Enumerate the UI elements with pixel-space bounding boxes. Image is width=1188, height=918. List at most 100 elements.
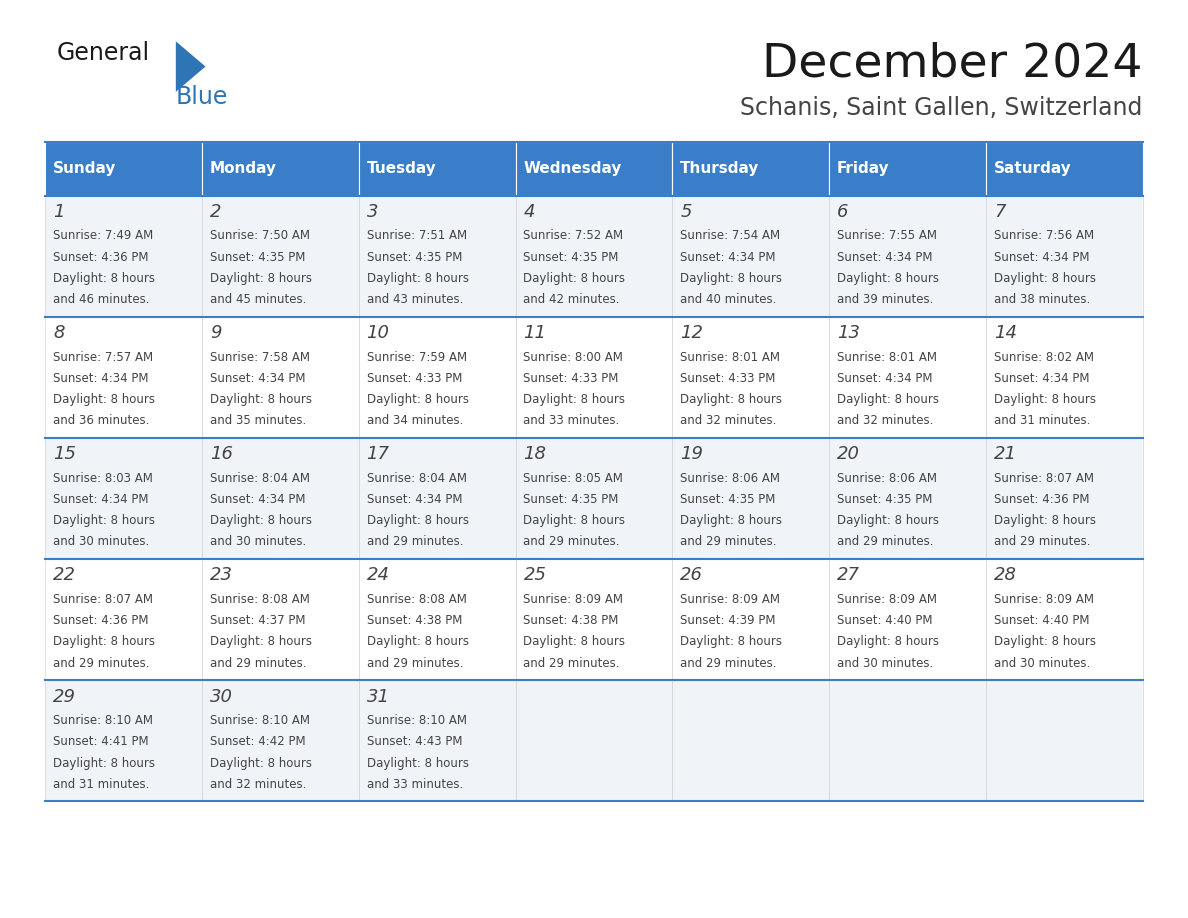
Text: 31: 31	[367, 688, 390, 706]
FancyBboxPatch shape	[829, 559, 986, 680]
Text: Sunset: 4:36 PM: Sunset: 4:36 PM	[53, 251, 148, 263]
FancyBboxPatch shape	[359, 196, 516, 317]
FancyBboxPatch shape	[672, 142, 829, 196]
Text: Daylight: 8 hours: Daylight: 8 hours	[524, 272, 625, 285]
Text: Daylight: 8 hours: Daylight: 8 hours	[994, 393, 1095, 406]
Text: Sunrise: 8:08 AM: Sunrise: 8:08 AM	[367, 593, 467, 606]
FancyBboxPatch shape	[829, 438, 986, 559]
FancyBboxPatch shape	[672, 196, 829, 317]
Text: Daylight: 8 hours: Daylight: 8 hours	[210, 756, 311, 769]
Text: Daylight: 8 hours: Daylight: 8 hours	[838, 635, 939, 648]
Text: and 32 minutes.: and 32 minutes.	[210, 778, 307, 790]
Text: Daylight: 8 hours: Daylight: 8 hours	[53, 514, 154, 527]
Text: 21: 21	[994, 445, 1017, 464]
FancyBboxPatch shape	[359, 317, 516, 438]
FancyBboxPatch shape	[829, 142, 986, 196]
FancyBboxPatch shape	[516, 317, 672, 438]
FancyBboxPatch shape	[359, 438, 516, 559]
Text: Sunrise: 8:07 AM: Sunrise: 8:07 AM	[994, 472, 1094, 485]
Text: 17: 17	[367, 445, 390, 464]
FancyBboxPatch shape	[202, 142, 359, 196]
Text: and 29 minutes.: and 29 minutes.	[53, 656, 150, 669]
Text: 9: 9	[210, 324, 221, 342]
Text: and 30 minutes.: and 30 minutes.	[210, 535, 307, 548]
Text: Daylight: 8 hours: Daylight: 8 hours	[53, 756, 154, 769]
Text: Sunrise: 7:51 AM: Sunrise: 7:51 AM	[367, 230, 467, 242]
Text: Sunday: Sunday	[53, 162, 116, 176]
FancyBboxPatch shape	[45, 317, 202, 438]
FancyBboxPatch shape	[516, 142, 672, 196]
FancyBboxPatch shape	[829, 680, 986, 801]
Text: General: General	[57, 41, 150, 65]
Text: Daylight: 8 hours: Daylight: 8 hours	[994, 272, 1095, 285]
FancyBboxPatch shape	[45, 559, 202, 680]
Text: 3: 3	[367, 203, 378, 221]
Text: Sunset: 4:34 PM: Sunset: 4:34 PM	[210, 372, 305, 385]
Text: and 31 minutes.: and 31 minutes.	[53, 778, 150, 790]
Text: Saturday: Saturday	[994, 162, 1072, 176]
Text: Daylight: 8 hours: Daylight: 8 hours	[367, 514, 468, 527]
Text: Sunrise: 8:06 AM: Sunrise: 8:06 AM	[838, 472, 937, 485]
Text: and 34 minutes.: and 34 minutes.	[367, 414, 463, 427]
Text: 29: 29	[53, 688, 76, 706]
Text: 26: 26	[681, 566, 703, 585]
Text: Sunrise: 8:09 AM: Sunrise: 8:09 AM	[994, 593, 1094, 606]
Text: 4: 4	[524, 203, 535, 221]
Text: Sunrise: 8:04 AM: Sunrise: 8:04 AM	[210, 472, 310, 485]
Text: 11: 11	[524, 324, 546, 342]
Text: Sunset: 4:34 PM: Sunset: 4:34 PM	[994, 251, 1089, 263]
Text: Sunrise: 8:05 AM: Sunrise: 8:05 AM	[524, 472, 624, 485]
Text: Sunset: 4:38 PM: Sunset: 4:38 PM	[524, 614, 619, 627]
FancyBboxPatch shape	[45, 196, 202, 317]
Text: Sunset: 4:34 PM: Sunset: 4:34 PM	[210, 493, 305, 506]
FancyBboxPatch shape	[202, 438, 359, 559]
Text: Sunset: 4:40 PM: Sunset: 4:40 PM	[838, 614, 933, 627]
Text: and 39 minutes.: and 39 minutes.	[838, 293, 934, 306]
Text: Sunrise: 8:04 AM: Sunrise: 8:04 AM	[367, 472, 467, 485]
Text: and 29 minutes.: and 29 minutes.	[367, 656, 463, 669]
Text: Sunrise: 8:10 AM: Sunrise: 8:10 AM	[367, 714, 467, 727]
Text: Sunrise: 8:03 AM: Sunrise: 8:03 AM	[53, 472, 153, 485]
Text: Sunset: 4:33 PM: Sunset: 4:33 PM	[681, 372, 776, 385]
Text: Sunrise: 7:54 AM: Sunrise: 7:54 AM	[681, 230, 781, 242]
Text: Sunrise: 7:50 AM: Sunrise: 7:50 AM	[210, 230, 310, 242]
Text: Friday: Friday	[838, 162, 890, 176]
Text: Sunrise: 8:02 AM: Sunrise: 8:02 AM	[994, 351, 1094, 364]
Text: 13: 13	[838, 324, 860, 342]
Text: and 42 minutes.: and 42 minutes.	[524, 293, 620, 306]
Text: and 32 minutes.: and 32 minutes.	[838, 414, 934, 427]
Text: Daylight: 8 hours: Daylight: 8 hours	[210, 393, 311, 406]
Text: Sunset: 4:39 PM: Sunset: 4:39 PM	[681, 614, 776, 627]
Text: 12: 12	[681, 324, 703, 342]
FancyBboxPatch shape	[202, 559, 359, 680]
FancyBboxPatch shape	[672, 317, 829, 438]
Text: Daylight: 8 hours: Daylight: 8 hours	[681, 635, 782, 648]
Text: 27: 27	[838, 566, 860, 585]
Text: Blue: Blue	[176, 85, 228, 109]
Text: and 29 minutes.: and 29 minutes.	[210, 656, 307, 669]
Text: Sunrise: 8:09 AM: Sunrise: 8:09 AM	[524, 593, 624, 606]
Text: Sunset: 4:34 PM: Sunset: 4:34 PM	[838, 372, 933, 385]
Text: 23: 23	[210, 566, 233, 585]
Text: and 29 minutes.: and 29 minutes.	[367, 535, 463, 548]
Text: 15: 15	[53, 445, 76, 464]
FancyBboxPatch shape	[45, 438, 202, 559]
Text: Daylight: 8 hours: Daylight: 8 hours	[367, 635, 468, 648]
Text: Sunset: 4:34 PM: Sunset: 4:34 PM	[838, 251, 933, 263]
FancyBboxPatch shape	[516, 438, 672, 559]
Text: Daylight: 8 hours: Daylight: 8 hours	[210, 272, 311, 285]
Text: 19: 19	[681, 445, 703, 464]
Text: Sunrise: 8:09 AM: Sunrise: 8:09 AM	[681, 593, 781, 606]
Text: Sunrise: 8:08 AM: Sunrise: 8:08 AM	[210, 593, 310, 606]
Text: 8: 8	[53, 324, 64, 342]
Text: and 29 minutes.: and 29 minutes.	[681, 656, 777, 669]
Text: Daylight: 8 hours: Daylight: 8 hours	[838, 393, 939, 406]
Text: Sunrise: 7:58 AM: Sunrise: 7:58 AM	[210, 351, 310, 364]
Text: 20: 20	[838, 445, 860, 464]
Text: 5: 5	[681, 203, 691, 221]
Text: Daylight: 8 hours: Daylight: 8 hours	[838, 272, 939, 285]
Text: and 30 minutes.: and 30 minutes.	[994, 656, 1091, 669]
Text: and 46 minutes.: and 46 minutes.	[53, 293, 150, 306]
Text: 14: 14	[994, 324, 1017, 342]
FancyBboxPatch shape	[986, 317, 1143, 438]
